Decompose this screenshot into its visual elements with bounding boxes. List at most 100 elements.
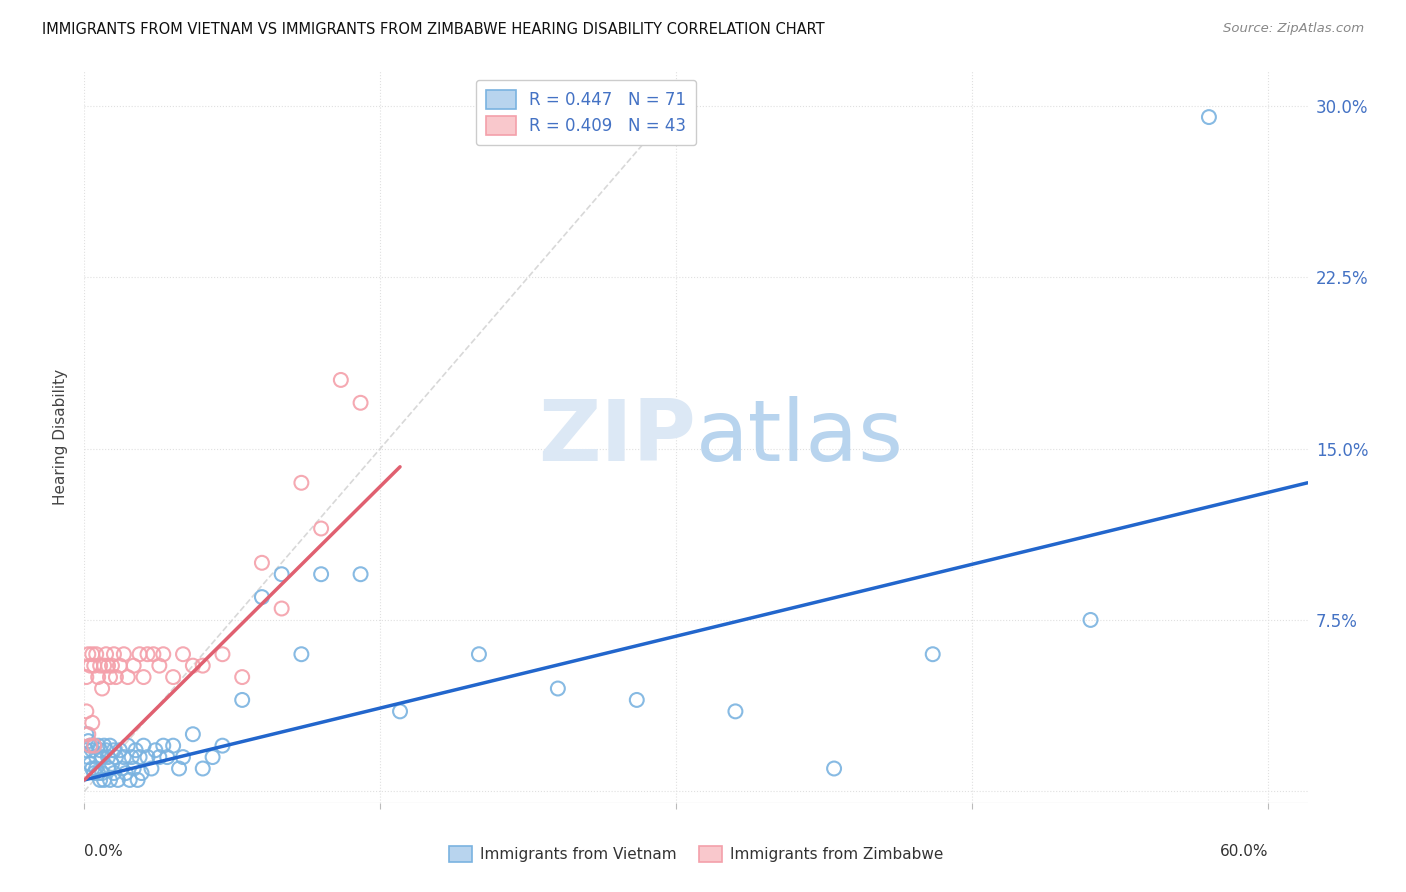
Text: IMMIGRANTS FROM VIETNAM VS IMMIGRANTS FROM ZIMBABWE HEARING DISABILITY CORRELATI: IMMIGRANTS FROM VIETNAM VS IMMIGRANTS FR… — [42, 22, 825, 37]
Point — [156, 750, 179, 764]
Point — [98, 772, 121, 787]
Point — [98, 739, 121, 753]
Point — [118, 772, 141, 787]
Point — [162, 739, 184, 753]
Point — [77, 647, 100, 661]
Point — [1198, 110, 1220, 124]
Point — [83, 766, 105, 780]
Point — [103, 766, 125, 780]
Point — [77, 734, 100, 748]
Point — [131, 766, 153, 780]
Point — [89, 772, 111, 787]
Point — [127, 772, 149, 787]
Point — [290, 475, 312, 490]
Point — [87, 670, 110, 684]
Point — [1080, 613, 1102, 627]
Text: atlas: atlas — [696, 395, 904, 479]
Point — [124, 743, 146, 757]
Point — [91, 766, 114, 780]
Point — [309, 521, 332, 535]
Point — [77, 727, 100, 741]
Point — [148, 750, 170, 764]
Point — [84, 762, 107, 776]
Point — [107, 772, 129, 787]
Point — [117, 670, 139, 684]
Point — [626, 693, 648, 707]
Point — [162, 670, 184, 684]
Legend: Immigrants from Vietnam, Immigrants from Zimbabwe: Immigrants from Vietnam, Immigrants from… — [443, 840, 949, 868]
Point — [141, 762, 163, 776]
Point — [349, 567, 371, 582]
Point — [270, 567, 292, 582]
Point — [270, 601, 292, 615]
Point — [104, 750, 127, 764]
Point — [111, 762, 134, 776]
Point — [122, 762, 145, 776]
Point — [79, 658, 101, 673]
Point — [468, 647, 491, 661]
Point — [201, 750, 224, 764]
Point — [101, 658, 124, 673]
Point — [77, 750, 100, 764]
Point — [181, 658, 204, 673]
Text: 60.0%: 60.0% — [1219, 844, 1268, 859]
Point — [103, 743, 125, 757]
Point — [93, 739, 115, 753]
Point — [136, 647, 159, 661]
Point — [389, 705, 412, 719]
Point — [231, 670, 253, 684]
Point — [94, 743, 117, 757]
Point — [112, 647, 135, 661]
Point — [250, 590, 273, 604]
Point — [290, 647, 312, 661]
Point — [83, 739, 105, 753]
Point — [79, 739, 101, 753]
Point — [101, 756, 124, 771]
Point — [547, 681, 569, 696]
Point — [94, 647, 117, 661]
Point — [97, 762, 120, 776]
Point — [172, 647, 194, 661]
Point — [231, 693, 253, 707]
Point — [211, 739, 233, 753]
Point — [112, 750, 135, 764]
Point — [75, 743, 97, 757]
Point — [93, 772, 115, 787]
Point — [309, 567, 332, 582]
Point — [89, 658, 111, 673]
Point — [191, 658, 214, 673]
Point — [97, 750, 120, 764]
Point — [84, 750, 107, 764]
Point — [82, 647, 104, 661]
Point — [136, 750, 159, 764]
Point — [79, 739, 101, 753]
Point — [122, 658, 145, 673]
Point — [128, 647, 150, 661]
Point — [132, 670, 155, 684]
Point — [75, 670, 97, 684]
Point — [191, 762, 214, 776]
Point — [114, 766, 136, 780]
Point — [724, 705, 747, 719]
Point — [97, 658, 120, 673]
Point — [329, 373, 352, 387]
Point — [250, 556, 273, 570]
Point — [181, 727, 204, 741]
Point — [148, 658, 170, 673]
Point — [87, 739, 110, 753]
Point — [98, 670, 121, 684]
Point — [91, 681, 114, 696]
Point — [152, 647, 174, 661]
Point — [79, 756, 101, 771]
Point — [117, 739, 139, 753]
Point — [75, 727, 97, 741]
Point — [132, 739, 155, 753]
Point — [921, 647, 943, 661]
Point — [152, 739, 174, 753]
Point — [823, 762, 845, 776]
Point — [82, 743, 104, 757]
Point — [349, 396, 371, 410]
Point — [84, 647, 107, 661]
Point — [128, 750, 150, 764]
Point — [82, 762, 104, 776]
